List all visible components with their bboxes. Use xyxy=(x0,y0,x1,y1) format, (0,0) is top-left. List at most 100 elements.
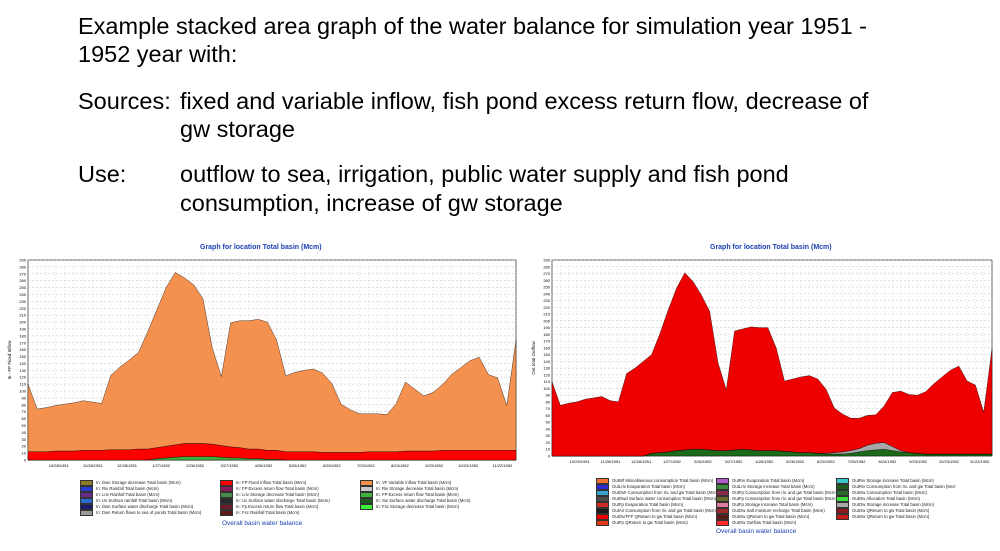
x-tick-label: 11/28/1951 xyxy=(601,459,621,464)
y-tick-label: 100 xyxy=(543,386,550,391)
legend-label: OutFp Consumption from riv. and gw Total… xyxy=(732,496,836,501)
legend-item: OutOw Salt moisture recharge Total basin… xyxy=(716,508,836,514)
y-tick-label: 80 xyxy=(22,402,27,407)
legend-item: OutFp QReturn to gw Total basin (Mcm) xyxy=(596,520,716,526)
legend-swatch xyxy=(359,480,373,486)
inflow-chart-panel: Graph for location Total basin (Mcm) 0 10… xyxy=(0,240,520,551)
legend-item: OutOw Storage increase Total basin (Mcm) xyxy=(836,502,956,508)
y-tick-label: 0 xyxy=(548,454,551,459)
legend-swatch xyxy=(219,498,233,504)
legend-label: OutRiv Consumption from riv. and gw Tota… xyxy=(852,484,956,489)
y-tick-label: 30 xyxy=(546,433,551,438)
legend-label: OutOw QReturn to gw Total basin (Mcm) xyxy=(732,514,810,519)
y-tick-label: 170 xyxy=(19,340,26,345)
y-tick-label: 50 xyxy=(22,423,27,428)
use-label: Use: xyxy=(78,161,127,187)
legend-item: OutOw Consumption Total basin (Mcm) xyxy=(836,490,956,496)
legend-swatch xyxy=(219,480,233,486)
legend-label: In: Riv Storage decrease Total basin (Mc… xyxy=(375,486,459,491)
x-tick-label: 12/28/1951 xyxy=(631,459,652,464)
legend-item: OutOw QReturn to gw Total basin (Mcm) xyxy=(716,514,836,520)
legend-item: In: Riv Rainfall Total basin (Mcm) xyxy=(80,486,220,492)
legend-swatch xyxy=(359,486,373,492)
legend-swatch xyxy=(716,520,729,526)
legend-item: OutFp Evaporation Total basin (Mcm) xyxy=(596,502,716,508)
legend-swatch xyxy=(596,520,609,526)
y-tick-label: 190 xyxy=(19,326,26,331)
x-tick-label: 6/25/1952 xyxy=(817,459,836,464)
x-tick-label: 1/27/1952 xyxy=(663,459,682,464)
y-tick-label: 150 xyxy=(543,352,550,357)
y-tick-label: 160 xyxy=(543,345,550,350)
legend-swatch xyxy=(80,498,93,504)
y-tick-label: 130 xyxy=(543,366,550,371)
legend-swatch xyxy=(219,486,233,492)
legend-swatch xyxy=(596,514,609,520)
legend-item: In: Lriv Storage decrease Total basin (M… xyxy=(219,492,360,498)
x-tick-label: 1/27/1952 xyxy=(152,463,171,468)
legend-item: OutAir Consumption from riv. and gw Tota… xyxy=(596,508,716,514)
legend-label: In: Fp Excess return flow Total basin (M… xyxy=(235,504,319,509)
legend-item: In: VF Variable inflow Total basin (Mcm) xyxy=(359,480,500,486)
x-tick-label: 8/24/1952 xyxy=(391,463,410,468)
legend-label: OutLriv Storage increase Total basin (Mc… xyxy=(732,484,815,489)
legend-item: In: Uv Surface water discharge Total bas… xyxy=(219,498,360,504)
legend-item: OutOw Outflow Total basin (Mcm) xyxy=(716,520,836,526)
chart-caption: Overall basin water balance xyxy=(716,528,797,535)
y-tick-label: 60 xyxy=(546,413,551,418)
x-tick-label: 5/26/1952 xyxy=(786,459,805,464)
legend-item: OutOwd Surface water consumption Total b… xyxy=(596,496,716,502)
legend-swatch xyxy=(80,486,93,492)
legend-item: In: Fsc Storage decrease Total basin (Mc… xyxy=(359,504,500,510)
y-tick-label: 40 xyxy=(546,426,551,431)
legend-item: In: Dwn Storage decrease Total basin (Mc… xyxy=(80,480,220,486)
legend-item: OutOw Allocation Total basin (Mcm) xyxy=(836,496,956,502)
y-axis-label: In - FP Ficed Inflow xyxy=(7,340,12,379)
y-tick-label: 260 xyxy=(19,278,26,283)
legend-item: OutRiv Evaporation Total basin (Mcm) xyxy=(716,478,836,484)
legend-swatch xyxy=(596,496,609,502)
y-tick-label: 150 xyxy=(19,354,26,359)
legend-item: In: FP Fixed inflow Total basin (Mcm) xyxy=(219,480,360,486)
legend-item: OutRiv Consumption from riv. and gw Tota… xyxy=(836,484,956,490)
chart-title: Graph for location Total basin (Mcm) xyxy=(710,244,832,251)
outflow-chart-legend: OutWf Miscellaneous consumption Total ba… xyxy=(596,478,956,526)
legend-swatch xyxy=(716,496,729,502)
x-tick-label: 4/26/1952 xyxy=(755,459,774,464)
y-tick-label: 190 xyxy=(543,325,550,330)
legend-item: In: Fp Excess return flow Total basin (M… xyxy=(219,504,360,510)
legend-swatch xyxy=(716,484,729,490)
legend-swatch xyxy=(716,502,729,508)
legend-label: OutRiv Evaporation Total basin (Mcm) xyxy=(732,478,805,483)
legend-item: OutLriv Evaporation Total basin (Mcm) xyxy=(596,484,716,490)
x-tick-label: 10/23/1952 xyxy=(458,463,479,468)
sources-line1: fixed and variable inflow, fish pond exc… xyxy=(180,88,869,114)
slide-title-line2: 1952 year with: xyxy=(78,41,238,67)
legend-item: OutOw QReturn to gw Total basin (Mcm) xyxy=(836,508,956,514)
use-line2: consumption, increase of gw storage xyxy=(180,190,563,216)
legend-swatch xyxy=(80,480,93,486)
legend-item: In: Riv Storage decrease Total basin (Mc… xyxy=(359,486,500,492)
legend-label: OutOw QReturn to gw Total basin (Mcm) xyxy=(852,508,930,513)
y-tick-label: 170 xyxy=(543,339,550,344)
y-tick-label: 90 xyxy=(22,395,27,400)
legend-label: In: Dwn Return flows to sea of ponds Tot… xyxy=(96,510,202,515)
legend-swatch xyxy=(596,478,609,484)
x-tick-label: 2/26/1952 xyxy=(186,463,205,468)
legend-label: OutFp Storage increase Total basin (Mcm) xyxy=(732,502,813,507)
x-tick-label: 5/26/1952 xyxy=(289,463,308,468)
legend-item: In: Fsc Rainfall Total basin (Mcm) xyxy=(219,510,360,516)
legend-label: OutLriv Evaporation Total basin (Mcm) xyxy=(612,484,685,489)
legend-swatch xyxy=(596,508,609,514)
y-tick-label: 270 xyxy=(543,271,550,276)
legend-label: In: Lriv Rainfall Total basin (Mcm) xyxy=(96,492,160,497)
y-tick-label: 230 xyxy=(19,299,26,304)
y-tick-label: 220 xyxy=(19,306,26,311)
legend-item: In: Dwn Surface water discharge Total ba… xyxy=(80,504,220,510)
x-tick-label: 10/23/1952 xyxy=(939,459,960,464)
x-tick-label: 4/26/1952 xyxy=(255,463,274,468)
legend-item: In: Sw Surface water discharge Total bas… xyxy=(359,498,500,504)
x-tick-label: 7/25/1952 xyxy=(357,463,376,468)
y-tick-label: 210 xyxy=(19,313,26,318)
legend-label: In: Riv Rainfall Total basin (Mcm) xyxy=(96,486,159,491)
